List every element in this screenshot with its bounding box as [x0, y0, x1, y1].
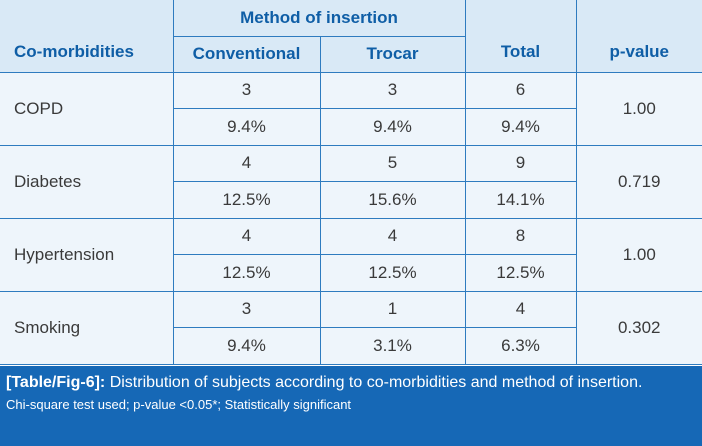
total-percent: 14.1%	[464, 180, 576, 219]
table-row: 12.5% 15.6% 14.1%	[0, 180, 702, 219]
trocar-percent: 9.4%	[319, 107, 466, 146]
comorbidity-name: Diabetes	[0, 144, 174, 219]
caption-label: [Table/Fig-6]:	[6, 374, 106, 391]
table-row: Diabetes 4 5 9 0.719	[0, 144, 702, 219]
header-method-of-insertion: Method of insertion	[172, 0, 466, 37]
p-value-cell: 1.00	[575, 217, 702, 292]
trocar-percent: 12.5%	[319, 253, 466, 292]
conventional-percent: 9.4%	[173, 107, 321, 146]
comorbidity-name: COPD	[0, 71, 174, 146]
total-percent: 9.4%	[464, 107, 576, 146]
header-p-value: p-value	[575, 0, 702, 73]
conventional-percent: 12.5%	[173, 180, 321, 219]
conventional-count: 3	[172, 290, 321, 328]
conventional-percent: 9.4%	[173, 326, 321, 365]
table-row: 9.4% 9.4% 9.4%	[0, 107, 702, 146]
trocar-count: 4	[319, 217, 466, 255]
p-value-cell: 0.302	[575, 290, 702, 365]
conventional-count: 4	[172, 217, 321, 255]
header-row-2: Conventional Trocar	[0, 35, 702, 73]
header-total: Total	[464, 0, 577, 73]
conventional-percent: 12.5%	[173, 253, 321, 292]
total-count: 8	[464, 217, 577, 255]
figure-caption: [Table/Fig-6]: Distribution of subjects …	[0, 366, 702, 446]
trocar-count: 3	[319, 71, 466, 109]
header-comorbidities: Co-morbidities	[0, 0, 174, 73]
table-row: 12.5% 12.5% 12.5%	[0, 253, 702, 292]
total-percent: 6.3%	[464, 326, 576, 365]
header-trocar: Trocar	[319, 35, 465, 73]
table-row: COPD 3 3 6 1.00	[0, 71, 702, 146]
comorbidity-table: Co-morbidities Method of insertion Total…	[0, 0, 702, 365]
trocar-count: 1	[319, 290, 466, 328]
trocar-percent: 15.6%	[319, 180, 466, 219]
p-value-cell: 0.719	[575, 144, 702, 219]
trocar-percent: 3.1%	[319, 326, 466, 365]
total-count: 6	[464, 71, 577, 109]
table-row: 9.4% 3.1% 6.3%	[0, 326, 702, 365]
header-conventional: Conventional	[173, 35, 321, 73]
conventional-count: 4	[172, 144, 321, 182]
trocar-count: 5	[319, 144, 466, 182]
caption-main: [Table/Fig-6]: Distribution of subjects …	[6, 373, 688, 392]
conventional-count: 3	[172, 71, 321, 109]
total-count: 4	[464, 290, 577, 328]
total-percent: 12.5%	[464, 253, 576, 292]
comorbidity-name: Hypertension	[0, 217, 174, 292]
comorbidity-name: Smoking	[0, 290, 174, 365]
total-count: 9	[464, 144, 577, 182]
table-row: Smoking 3 1 4 0.302	[0, 290, 702, 365]
caption-text: Distribution of subjects according to co…	[105, 374, 643, 391]
header-row-1: Co-morbidities Method of insertion Total…	[0, 0, 702, 73]
p-value-cell: 1.00	[575, 71, 702, 146]
caption-note: Chi-square test used; p-value <0.05*; St…	[6, 397, 352, 412]
table-row: Hypertension 4 4 8 1.00	[0, 217, 702, 292]
